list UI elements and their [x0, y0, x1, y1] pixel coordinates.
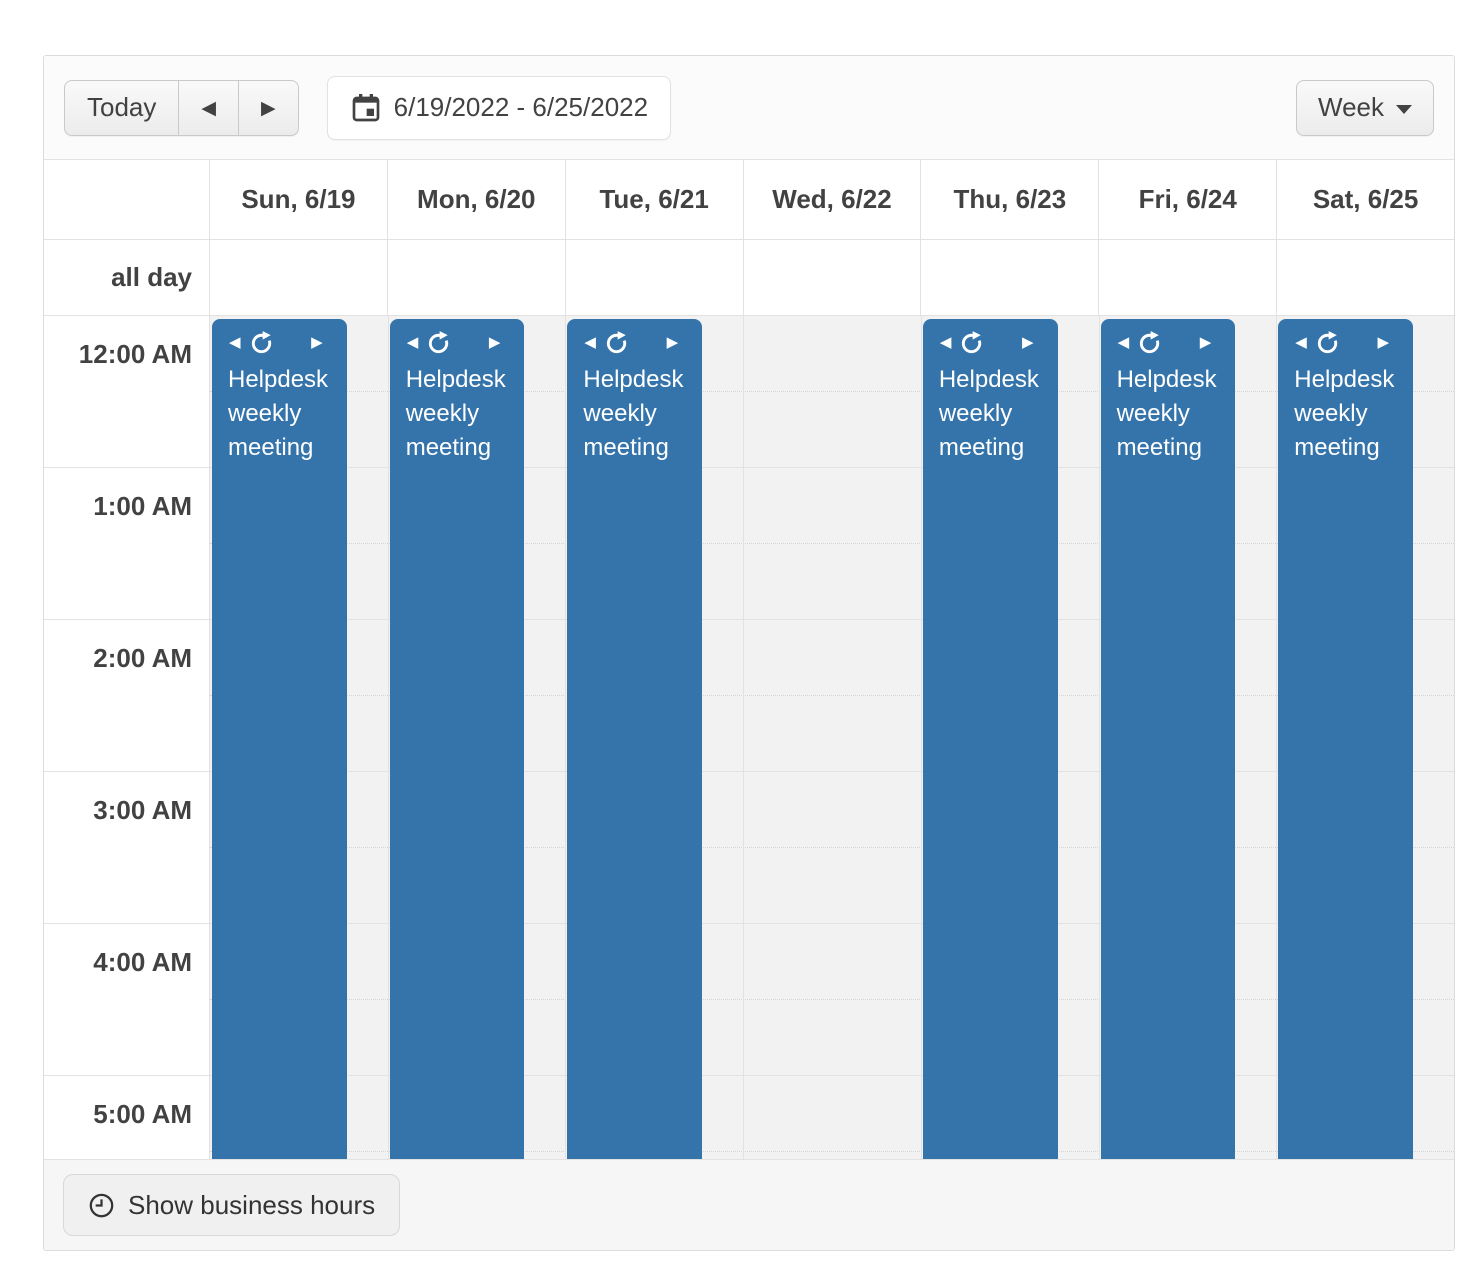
event-icon-row: ◀ ▶ [923, 319, 1058, 357]
column-divider [387, 316, 389, 1159]
all-day-cell-sat[interactable] [1276, 240, 1454, 315]
event[interactable]: ◀ ▶ Helpdesk weekly meeting [567, 319, 703, 1159]
continues-later-icon: ▶ [488, 333, 501, 351]
continues-later-icon: ▶ [311, 333, 323, 351]
all-day-cell-sun[interactable] [209, 240, 387, 315]
day-header-fri: Fri, 6/24 [1098, 160, 1276, 239]
previous-week-button[interactable]: ◀ [178, 80, 238, 135]
all-day-cell-fri[interactable] [1098, 240, 1276, 315]
time-label: 5:00 AM [93, 1098, 192, 1129]
event-icon-row: ◀ ▶ [390, 319, 525, 357]
view-selector-button[interactable]: Week [1296, 79, 1434, 136]
day-header-row: Sun, 6/19 Mon, 6/20 Tue, 6/21 Wed, 6/22 … [44, 160, 1454, 240]
continues-earlier-icon: ◀ [229, 333, 241, 351]
all-day-cell-thu[interactable] [920, 240, 1098, 315]
recurrence-icon [251, 331, 271, 354]
date-range-button[interactable]: 6/19/2022 - 6/25/2022 [326, 75, 672, 140]
view-selector-label: Week [1318, 92, 1384, 122]
event-icon-row: ◀ ▶ [212, 319, 347, 357]
continues-later-icon: ▶ [1199, 333, 1212, 351]
hour-row [210, 316, 1454, 468]
time-label: 4:00 AM [93, 946, 192, 977]
continues-later-icon: ▶ [666, 333, 679, 351]
all-day-cell-mon[interactable] [386, 240, 565, 315]
nav-button-group: Today ◀ ▶ [64, 79, 299, 136]
all-day-row: all day [44, 240, 1454, 316]
column-divider [920, 316, 922, 1159]
time-slot-area[interactable]: ◀ ▶ Helpdesk weekly meeting ◀ [209, 316, 1454, 1159]
event-column-sun: ◀ ▶ Helpdesk weekly meeting [210, 316, 388, 1159]
scheduler-widget: Today ◀ ▶ 6/19/2022 - 6/25/2022 Week [43, 55, 1455, 1251]
hour-row [210, 924, 1454, 1076]
column-divider [565, 316, 567, 1159]
right-arrow-icon: ▶ [261, 96, 276, 119]
continues-later-icon: ▶ [1022, 333, 1034, 351]
continues-earlier-icon: ◀ [939, 333, 952, 351]
date-range-label: 6/19/2022 - 6/25/2022 [393, 92, 649, 122]
hour-row [210, 620, 1454, 772]
scheduler-footer: Show business hours [44, 1159, 1454, 1250]
recurrence-icon [1317, 331, 1337, 354]
show-business-hours-button[interactable]: Show business hours [63, 1174, 401, 1236]
caret-down-icon [1396, 104, 1412, 114]
time-grid: 12:00 AM 1:00 AM 2:00 AM 3:00 AM 4:00 AM… [44, 316, 1454, 1159]
day-header-sun: Sun, 6/19 [209, 160, 387, 239]
all-day-cell-wed[interactable] [742, 240, 921, 315]
event-title: Helpdesk weekly meeting [405, 366, 506, 461]
time-label: 1:00 AM [93, 490, 192, 521]
hour-row [210, 772, 1454, 924]
hour-row [210, 468, 1454, 620]
event-title: Helpdesk weekly meeting [938, 366, 1039, 461]
event-column-thu: ◀ ▶ Helpdesk weekly meeting [921, 316, 1099, 1159]
recurrence-icon [429, 331, 449, 354]
calendar-icon [352, 93, 379, 121]
event[interactable]: ◀ ▶ Helpdesk weekly meeting [212, 319, 347, 1159]
continues-later-icon: ▶ [1377, 333, 1389, 351]
event[interactable]: ◀ ▶ Helpdesk weekly meeting [922, 319, 1058, 1159]
event-title: Helpdesk weekly meeting [1294, 366, 1395, 461]
recurrence-icon [962, 331, 982, 354]
time-label: 12:00 AM [78, 338, 192, 369]
day-header-thu: Thu, 6/23 [920, 160, 1098, 239]
event[interactable]: ◀ ▶ Helpdesk weekly meeting [1278, 319, 1413, 1159]
event-icon-row: ◀ ▶ [1278, 319, 1413, 357]
column-divider [743, 316, 745, 1159]
time-label: 3:00 AM [93, 794, 192, 825]
event-column-fri: ◀ ▶ Helpdesk weekly meeting [1099, 316, 1277, 1159]
time-label: 2:00 AM [93, 642, 192, 673]
event[interactable]: ◀ ▶ Helpdesk weekly meeting [1100, 319, 1236, 1159]
all-day-cell-tue[interactable] [564, 240, 743, 315]
column-divider [1276, 316, 1278, 1159]
event[interactable]: ◀ ▶ Helpdesk weekly meeting [389, 319, 525, 1159]
event-column-tue: ◀ ▶ Helpdesk weekly meeting [565, 316, 743, 1159]
event-title: Helpdesk weekly meeting [583, 366, 684, 461]
next-week-button[interactable]: ▶ [238, 80, 298, 135]
day-header-sat: Sat, 6/25 [1276, 160, 1454, 239]
event-title: Helpdesk weekly meeting [228, 366, 329, 461]
day-header-mon: Mon, 6/20 [386, 160, 565, 239]
header-corner-cell [44, 160, 209, 239]
event-icon-row: ◀ ▶ [1101, 319, 1236, 357]
event-column-sat: ◀ ▶ Helpdesk weekly meeting [1276, 316, 1454, 1159]
left-arrow-icon: ◀ [201, 96, 217, 119]
continues-earlier-icon: ◀ [1295, 333, 1307, 351]
scheduler-toolbar: Today ◀ ▶ 6/19/2022 - 6/25/2022 Week [44, 56, 1454, 160]
recurrence-icon [606, 331, 627, 354]
all-day-label: all day [111, 262, 192, 292]
clock-icon [89, 1193, 114, 1217]
event-column-mon: ◀ ▶ Helpdesk weekly meeting [388, 316, 566, 1159]
continues-earlier-icon: ◀ [584, 333, 596, 351]
hour-row [210, 1076, 1454, 1159]
event-icon-row: ◀ ▶ [567, 319, 702, 357]
day-header-tue: Tue, 6/21 [564, 160, 743, 239]
today-button[interactable]: Today [65, 81, 178, 135]
event-title: Helpdesk weekly meeting [1116, 366, 1217, 461]
continues-earlier-icon: ◀ [406, 333, 419, 351]
time-axis-column: 12:00 AM 1:00 AM 2:00 AM 3:00 AM 4:00 AM… [44, 316, 209, 1159]
show-business-hours-label: Show business hours [128, 1189, 376, 1220]
day-header-wed: Wed, 6/22 [742, 160, 921, 239]
column-divider [1098, 316, 1100, 1159]
recurrence-icon [1140, 331, 1160, 354]
continues-earlier-icon: ◀ [1117, 333, 1130, 351]
